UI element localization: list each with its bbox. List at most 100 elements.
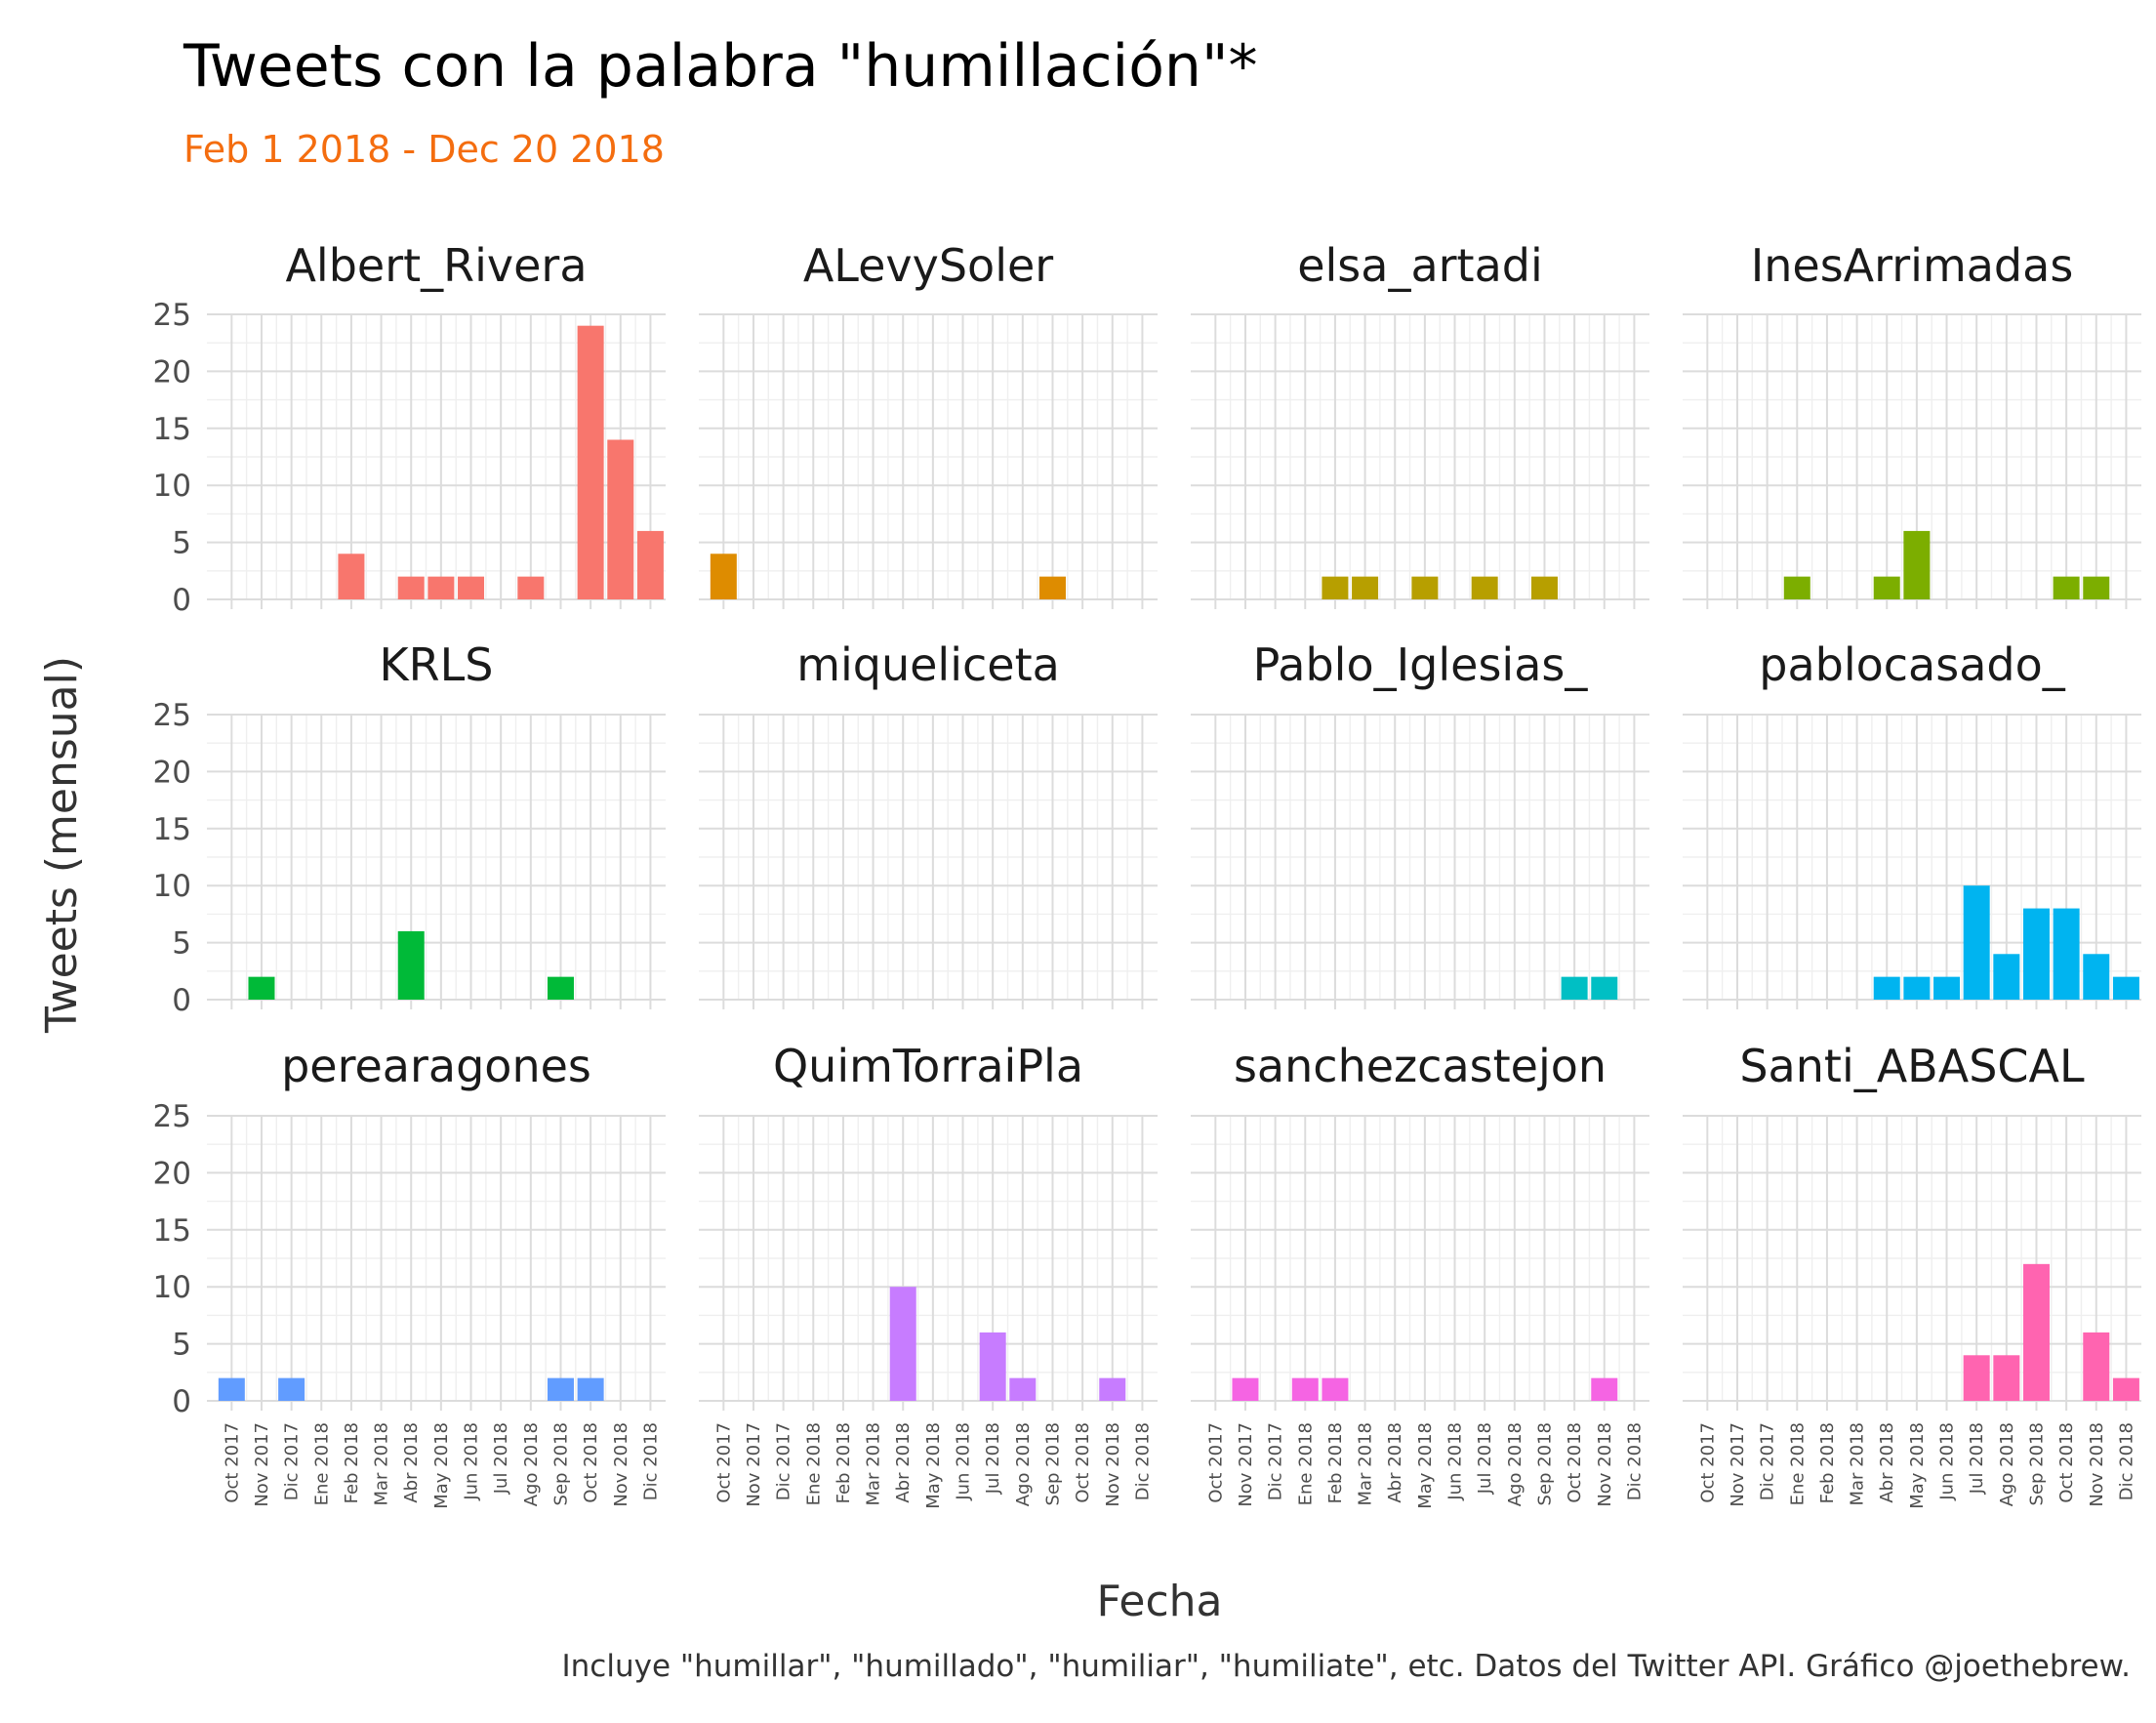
- x-tick-label: Mar 2018: [1356, 1422, 1376, 1506]
- x-tick-label: Oct 2018: [2056, 1422, 2077, 1503]
- x-tick-label: Dic 2018: [2116, 1422, 2136, 1500]
- x-tick-label: Dic 2018: [640, 1422, 661, 1500]
- x-tick-label: Abr 2018: [1877, 1422, 1897, 1503]
- y-tick-label: 20: [153, 1156, 191, 1191]
- x-tick-label: Abr 2018: [893, 1422, 914, 1503]
- y-tick-label: 10: [153, 869, 191, 904]
- x-tick-label: Ago 2018: [1013, 1422, 1034, 1506]
- facet-label: perearagones: [281, 1040, 591, 1092]
- x-tick-label: Dic 2017: [774, 1422, 794, 1500]
- bar: [2112, 1377, 2139, 1401]
- x-tick-label: Sep 2018: [550, 1422, 571, 1505]
- x-tick-label: Jul 2018: [1475, 1422, 1495, 1495]
- x-tick-label: Dic 2018: [1624, 1422, 1645, 1500]
- facet-panels: Albert_Rivera 0 5 10 15 20 25 ALevySoler elsa_ar…: [153, 239, 2141, 1509]
- bar: [1009, 1377, 1037, 1401]
- bar: [2112, 976, 2139, 1000]
- y-tick-label: 15: [153, 1213, 191, 1249]
- bar: [1993, 954, 2020, 1000]
- x-tick-label: Nov 2018: [1103, 1422, 1123, 1507]
- x-tick-label: Jun 2018: [1445, 1422, 1466, 1501]
- x-tick-label: Jun 2018: [954, 1422, 974, 1501]
- bar: [1963, 1355, 1990, 1401]
- x-tick-label: Nov 2018: [2087, 1422, 2107, 1507]
- bar: [2083, 576, 2110, 599]
- x-tick-label: Nov 2017: [744, 1422, 764, 1507]
- chart-caption: Incluye "humillar", "humillado", "humili…: [562, 1649, 2132, 1684]
- bar: [547, 976, 574, 1000]
- panel-KRLS: KRLS 0 5 10 15 20 25: [153, 638, 666, 1018]
- bar: [1099, 1377, 1126, 1401]
- bar: [1561, 976, 1588, 1000]
- x-tick-label: Ago 2018: [1997, 1422, 2017, 1506]
- facet-label: KRLS: [380, 638, 494, 691]
- x-tick-label: Oct 2017: [1697, 1422, 1718, 1503]
- y-tick-label: 20: [153, 354, 191, 390]
- bar: [889, 1287, 916, 1401]
- panel-perearagones: perearagones 0 5 10 15 20 25 Oct 2017 Nov 2017 Di…: [153, 1040, 666, 1509]
- y-tick-label: 10: [153, 469, 191, 504]
- bar: [1963, 885, 1990, 1000]
- y-tick-label: 5: [172, 526, 191, 561]
- facet-label: elsa_artadi: [1297, 239, 1543, 292]
- panel-Santi_ABASCAL: Santi_ABASCAL Oct 2017 Nov 2017 Dic 2017 Ene…: [1683, 1040, 2141, 1509]
- bar: [1903, 976, 1931, 1000]
- x-tick-label: May 2018: [1907, 1422, 1928, 1509]
- y-tick-label: 25: [153, 298, 191, 333]
- chart-title: Tweets con la palabra "humillación"*: [183, 32, 1258, 101]
- facet-label: Albert_Rivera: [285, 239, 587, 292]
- y-tick-label: 25: [153, 1099, 191, 1134]
- y-tick-label: 0: [172, 583, 191, 618]
- bar: [2022, 908, 2050, 1000]
- bar: [278, 1377, 305, 1401]
- facet-label: Santi_ABASCAL: [1739, 1040, 2085, 1092]
- panel-elsa_artadi: elsa_artadi: [1191, 239, 1649, 609]
- x-tick-label: Dic 2017: [282, 1422, 303, 1500]
- x-tick-label: Feb 2018: [1325, 1422, 1346, 1503]
- x-tick-label: Dic 2018: [1132, 1422, 1153, 1500]
- x-tick-label: Nov 2018: [611, 1422, 631, 1507]
- x-tick-label: Nov 2018: [1595, 1422, 1615, 1507]
- bar: [1322, 1377, 1349, 1401]
- facet-label: InesArrimadas: [1751, 239, 2074, 292]
- bar: [1291, 1377, 1319, 1401]
- bar: [218, 1377, 245, 1401]
- y-tick-label: 15: [153, 412, 191, 447]
- x-tick-label: May 2018: [1415, 1422, 1436, 1509]
- x-tick-label: Sep 2018: [1042, 1422, 1063, 1505]
- x-tick-label: Mar 2018: [864, 1422, 884, 1506]
- panel-miqueliceta: miqueliceta: [699, 638, 1158, 1009]
- x-tick-label: Abr 2018: [401, 1422, 422, 1503]
- bar: [547, 1377, 574, 1401]
- panel-pablocasado_: pablocasado_: [1683, 638, 2141, 1009]
- x-tick-label: Sep 2018: [1534, 1422, 1555, 1505]
- bar: [1873, 976, 1900, 1000]
- panel-ALevySoler: ALevySoler: [699, 239, 1158, 609]
- panel-InesArrimadas: InesArrimadas: [1683, 239, 2141, 609]
- x-tick-label: Dic 2017: [1266, 1422, 1286, 1500]
- panel-Pablo_Iglesias_: Pablo_Iglesias_: [1191, 638, 1649, 1009]
- facet-label: Pablo_Iglesias_: [1253, 638, 1589, 691]
- bar: [1873, 576, 1900, 599]
- bar: [427, 576, 455, 599]
- x-tick-label: Oct 2018: [581, 1422, 601, 1503]
- panel-sanchezcastejon: sanchezcastejon Oct 2017 Nov 2017 Dic 2017 E…: [1191, 1040, 1649, 1509]
- x-tick-label: Oct 2017: [222, 1422, 242, 1503]
- bar: [1993, 1355, 2020, 1401]
- bar: [338, 554, 365, 599]
- x-tick-label: Jul 2018: [491, 1422, 511, 1495]
- bar: [2083, 1332, 2110, 1401]
- bar: [248, 976, 275, 1000]
- x-tick-label: Feb 2018: [834, 1422, 854, 1503]
- facet-label: ALevySoler: [803, 239, 1053, 292]
- x-tick-label: Abr 2018: [1385, 1422, 1405, 1503]
- bar: [397, 576, 425, 599]
- x-tick-label: Nov 2017: [1728, 1422, 1748, 1507]
- bar: [1591, 1377, 1618, 1401]
- y-tick-label: 0: [172, 983, 191, 1018]
- x-tick-label: Jun 2018: [1937, 1422, 1958, 1501]
- y-tick-label: 0: [172, 1384, 191, 1419]
- x-tick-label: May 2018: [431, 1422, 452, 1509]
- bar: [1471, 576, 1498, 599]
